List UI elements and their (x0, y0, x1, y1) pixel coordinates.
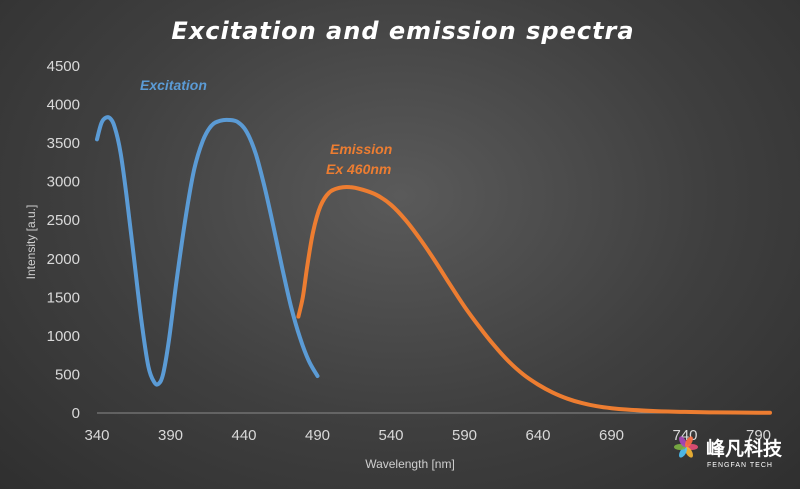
y-tick-label: 4000 (47, 97, 80, 114)
y-axis-ticks: 0 500 1000 1500 2000 2500 3000 3500 4000 4500 (47, 58, 80, 422)
y-tick-label: 3000 (47, 174, 80, 191)
series-line-excitation (95, 115, 320, 387)
logo-petal (685, 436, 693, 448)
y-tick-label: 3500 (47, 135, 80, 152)
x-tick-label: 640 (525, 427, 550, 444)
series-group (95, 115, 772, 415)
y-axis-label: Intensity [a.u.] (24, 205, 38, 280)
x-tick-label: 590 (452, 427, 477, 444)
annotation-ex-wavelength: Ex 460nm (326, 161, 391, 177)
logo-petal (679, 436, 687, 448)
y-tick-label: 2000 (47, 251, 80, 268)
x-tick-label: 390 (158, 427, 183, 444)
x-axis-ticks: 340 390 440 490 540 590 640 690 740 790 (84, 427, 771, 444)
watermark-brand: 峰凡科技 (706, 437, 783, 460)
logo-flower-icon (674, 436, 698, 458)
logo-petal (685, 446, 693, 458)
watermark-sub: FENGFAN TECH (707, 462, 773, 469)
x-axis-label: Wavelength [nm] (365, 457, 455, 471)
y-tick-label: 0 (72, 405, 80, 422)
chart-title: Excitation and emission spectra (171, 17, 634, 45)
y-tick-label: 500 (55, 366, 80, 383)
logo-petal (679, 446, 687, 458)
x-tick-label: 490 (305, 427, 330, 444)
x-tick-label: 790 (746, 427, 771, 444)
series-line-emission (296, 184, 772, 415)
x-tick-label: 440 (231, 427, 256, 444)
annotation-emission: Emission (330, 141, 392, 157)
x-tick-label: 340 (84, 427, 109, 444)
y-tick-label: 1000 (47, 328, 80, 345)
annotation-excitation: Excitation (140, 77, 207, 93)
watermark-logo: 峰凡科技 FENGFAN TECH (674, 436, 783, 469)
x-tick-label: 540 (378, 427, 403, 444)
y-tick-label: 2500 (47, 212, 80, 229)
x-tick-label: 690 (599, 427, 624, 444)
y-tick-label: 1500 (47, 289, 80, 306)
y-tick-label: 4500 (47, 58, 80, 75)
